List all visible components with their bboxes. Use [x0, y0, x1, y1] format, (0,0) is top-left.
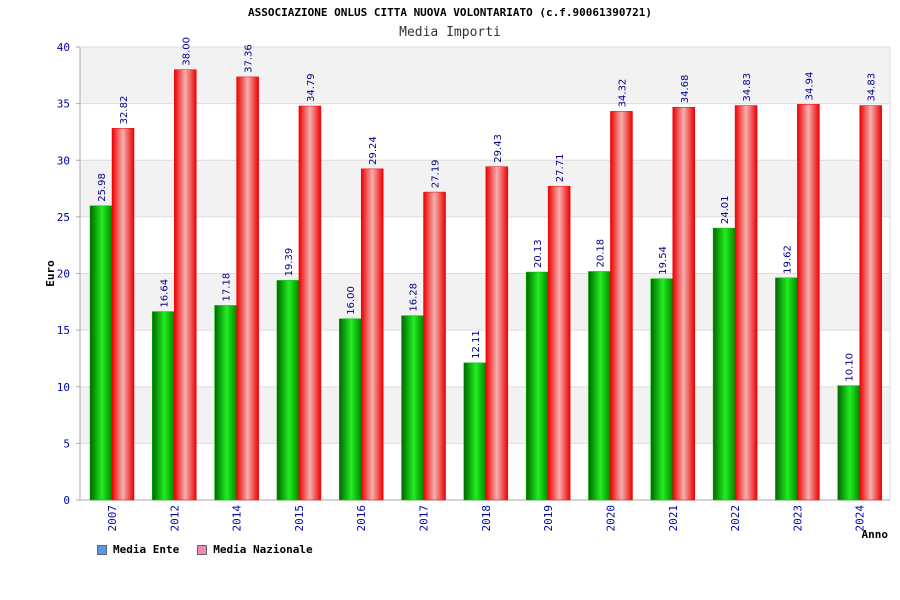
data-label: 37.36 [244, 44, 255, 73]
bar-media-nazionale[interactable] [423, 191, 446, 501]
data-label: 34.94 [804, 72, 815, 101]
bar-media-nazionale[interactable] [547, 185, 571, 501]
data-label: 20.13 [533, 239, 544, 268]
x-tick-label: 2014 [231, 505, 244, 532]
legend: Media Ente Media Nazionale [97, 543, 313, 556]
x-tick-label: 2020 [604, 505, 617, 532]
bar-media-ente[interactable] [650, 278, 674, 501]
x-tick-label: 2012 [168, 505, 181, 532]
data-label: 17.18 [222, 273, 233, 302]
legend-swatch [197, 544, 208, 555]
data-label: 29.43 [493, 134, 504, 163]
x-tick-label: 2024 [854, 505, 867, 532]
x-axis-title: Anno [862, 528, 889, 541]
legend-label: Media Ente [113, 543, 180, 556]
bar-media-nazionale[interactable] [298, 105, 322, 501]
y-axis-title: Euro [44, 260, 57, 287]
legend-swatch [97, 544, 107, 555]
data-label: 10.10 [845, 353, 856, 382]
data-label: 16.00 [346, 286, 357, 315]
bar-media-ente[interactable] [837, 385, 860, 501]
data-label: 19.62 [782, 245, 793, 274]
bar-media-ente[interactable] [89, 205, 113, 501]
bar-media-nazionale[interactable] [734, 105, 758, 501]
plot-band [80, 47, 890, 104]
y-tick-label: 35 [57, 98, 70, 111]
y-tick-label: 0 [63, 494, 70, 507]
legend-item-media-ente[interactable]: Media Ente [97, 543, 179, 556]
data-label: 29.24 [368, 136, 379, 165]
bar-media-nazionale[interactable] [610, 111, 633, 501]
x-tick-label: 2023 [791, 505, 804, 532]
x-tick-label: 2017 [418, 505, 431, 532]
x-tick-label: 2019 [542, 505, 555, 532]
data-label: 34.83 [742, 73, 753, 102]
data-label: 34.32 [617, 79, 628, 108]
bar-media-nazionale[interactable] [111, 128, 135, 501]
data-label: 12.11 [471, 330, 482, 359]
data-label: 24.01 [720, 195, 731, 224]
data-label: 27.19 [431, 159, 442, 188]
y-tick-label: 15 [57, 324, 70, 337]
x-tick-label: 2015 [293, 505, 306, 532]
data-label: 32.82 [119, 96, 130, 125]
bar-media-nazionale[interactable] [485, 166, 509, 501]
y-tick-label: 40 [57, 41, 70, 54]
legend-item-media-nazionale[interactable]: Media Nazionale [197, 543, 313, 556]
y-tick-label: 5 [63, 437, 70, 450]
bar-media-ente[interactable] [276, 280, 300, 501]
chart-title: ASSOCIAZIONE ONLUS CITTA NUOVA VOLONTARI… [248, 6, 652, 19]
data-label: 34.68 [680, 75, 691, 104]
bar-media-nazionale[interactable] [236, 76, 259, 501]
plot-band [80, 160, 890, 217]
x-tick-label: 2021 [667, 505, 680, 532]
bar-media-nazionale[interactable] [859, 105, 882, 501]
y-tick-label: 20 [57, 268, 70, 281]
data-label: 20.18 [595, 239, 606, 268]
bar-media-ente[interactable] [152, 311, 175, 501]
plot-band [80, 273, 890, 331]
x-tick-label: 2022 [729, 505, 742, 532]
data-label: 25.98 [97, 173, 108, 202]
data-label: 34.79 [306, 73, 317, 102]
data-label: 19.39 [284, 248, 295, 277]
y-tick-label: 25 [57, 211, 70, 224]
data-label: 34.83 [867, 73, 878, 102]
data-label: 16.28 [409, 283, 420, 312]
plot-band [80, 216, 890, 274]
data-label: 38.00 [181, 37, 192, 66]
bar-media-ente[interactable] [338, 318, 362, 501]
bar-media-ente[interactable] [588, 271, 611, 501]
legend-label: Media Nazionale [213, 543, 313, 556]
data-label: 19.54 [658, 246, 669, 275]
bar-media-ente[interactable] [712, 227, 736, 501]
x-tick-label: 2016 [355, 505, 368, 532]
bar-media-ente[interactable] [775, 277, 798, 501]
plot-band [80, 103, 890, 161]
bar-media-ente[interactable] [525, 271, 549, 501]
x-tick-label: 2007 [106, 505, 119, 532]
bar-media-ente[interactable] [214, 305, 237, 501]
bar-media-nazionale[interactable] [797, 104, 820, 501]
chart-subtitle: Media Importi [399, 25, 501, 40]
bar-media-ente[interactable] [463, 362, 487, 501]
y-tick-label: 10 [57, 381, 70, 394]
bar-media-nazionale[interactable] [174, 69, 197, 501]
data-label: 27.71 [555, 154, 566, 183]
data-label: 16.64 [159, 279, 170, 308]
bar-media-nazionale[interactable] [672, 106, 696, 501]
bar-media-nazionale[interactable] [360, 168, 384, 501]
x-tick-label: 2018 [480, 505, 493, 531]
y-tick-label: 30 [57, 154, 70, 167]
bar-media-ente[interactable] [401, 315, 424, 501]
